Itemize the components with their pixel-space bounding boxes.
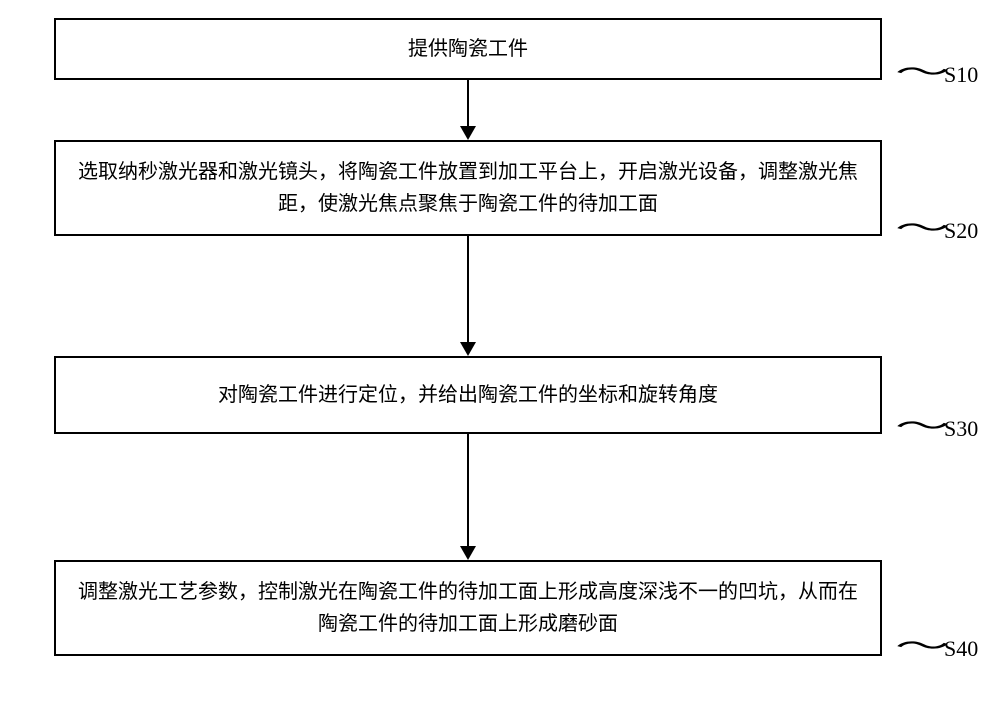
arrow-head-s10-s20 bbox=[460, 126, 476, 140]
step-label-s30: S30 bbox=[944, 416, 978, 442]
step-text-s10: 提供陶瓷工件 bbox=[76, 33, 860, 65]
leader-s30: 〜 bbox=[895, 405, 950, 443]
leader-s20: 〜 bbox=[895, 207, 950, 245]
arrow-head-s20-s30 bbox=[460, 342, 476, 356]
step-box-s10: 提供陶瓷工件 bbox=[54, 18, 882, 80]
flowchart-canvas: 提供陶瓷工件 〜 S10 选取纳秒激光器和激光镜头，将陶瓷工件放置到加工平台上，… bbox=[0, 0, 1000, 701]
arrow-s20-s30 bbox=[467, 236, 469, 344]
step-text-s30: 对陶瓷工件进行定位，并给出陶瓷工件的坐标和旋转角度 bbox=[76, 379, 860, 411]
arrow-s10-s20 bbox=[467, 80, 469, 128]
step-label-s10: S10 bbox=[944, 62, 978, 88]
arrow-s30-s40 bbox=[467, 434, 469, 548]
step-box-s40: 调整激光工艺参数，控制激光在陶瓷工件的待加工面上形成高度深浅不一的凹坑，从而在陶… bbox=[54, 560, 882, 656]
step-box-s20: 选取纳秒激光器和激光镜头，将陶瓷工件放置到加工平台上，开启激光设备，调整激光焦距… bbox=[54, 140, 882, 236]
step-box-s30: 对陶瓷工件进行定位，并给出陶瓷工件的坐标和旋转角度 bbox=[54, 356, 882, 434]
step-label-s40: S40 bbox=[944, 636, 978, 662]
step-text-s40: 调整激光工艺参数，控制激光在陶瓷工件的待加工面上形成高度深浅不一的凹坑，从而在陶… bbox=[76, 576, 860, 640]
step-text-s20: 选取纳秒激光器和激光镜头，将陶瓷工件放置到加工平台上，开启激光设备，调整激光焦距… bbox=[76, 156, 860, 220]
step-label-s20: S20 bbox=[944, 218, 978, 244]
arrow-head-s30-s40 bbox=[460, 546, 476, 560]
leader-s10: 〜 bbox=[895, 51, 950, 89]
leader-s40: 〜 bbox=[895, 625, 950, 663]
